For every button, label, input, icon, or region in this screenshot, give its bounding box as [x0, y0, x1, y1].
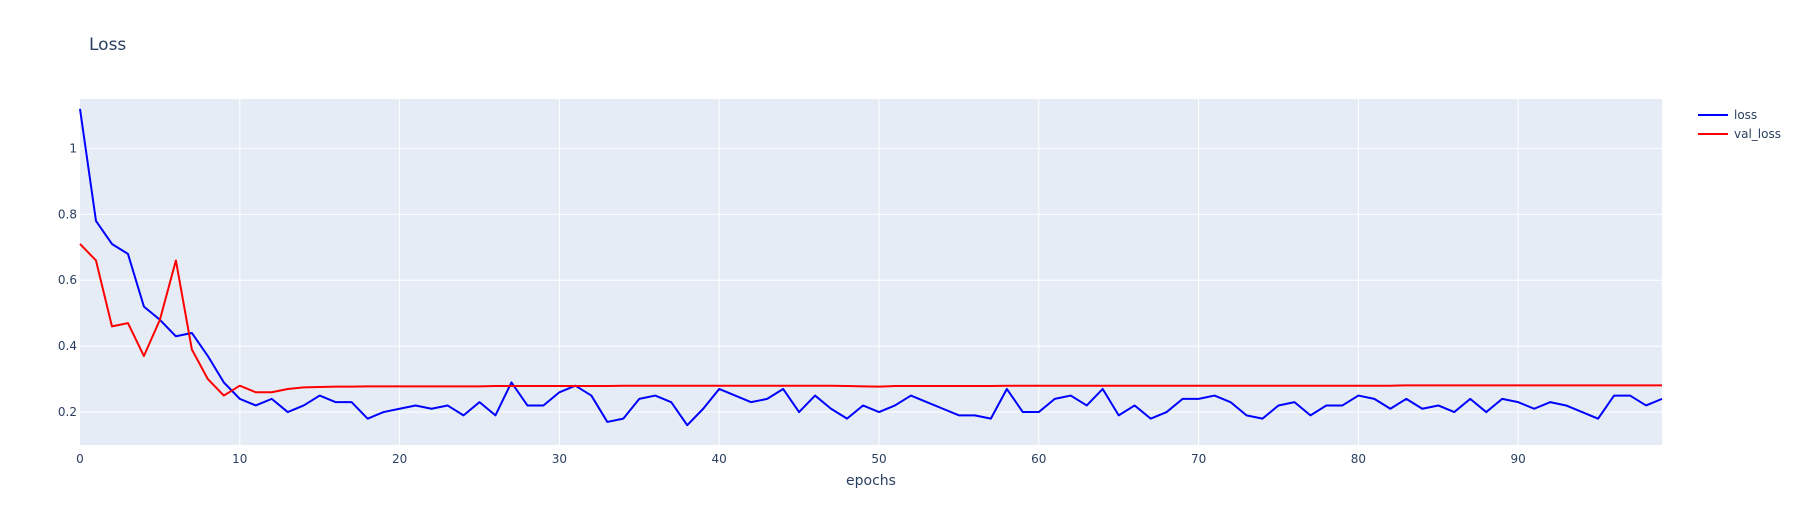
series-line-loss — [79, 108, 1663, 427]
x-tick-label: 10 — [232, 452, 247, 466]
x-tick-label: 60 — [1031, 452, 1046, 466]
grid-lines — [80, 99, 1662, 445]
y-tick-label: 0.8 — [58, 207, 77, 221]
x-tick-label: 30 — [552, 452, 567, 466]
series-line-val-loss — [79, 243, 1662, 397]
x-tick-label: 70 — [1191, 452, 1206, 466]
y-tick-label: 0.6 — [58, 273, 77, 287]
y-tick-label: 0.4 — [58, 339, 77, 353]
legend-item-loss[interactable]: loss — [1698, 108, 1757, 122]
plot-area — [80, 99, 1662, 445]
y-tick-label: 0.2 — [58, 405, 77, 419]
x-tick-label: 40 — [712, 452, 727, 466]
legend-label: val_loss — [1734, 127, 1781, 141]
legend[interactable]: loss val_loss — [1698, 108, 1781, 141]
legend-item-val-loss[interactable]: val_loss — [1698, 127, 1781, 141]
x-tick-label: 0 — [76, 452, 84, 466]
series-lines — [79, 108, 1663, 427]
x-tick-label: 80 — [1351, 452, 1366, 466]
y-tick-label: 1 — [69, 141, 77, 155]
x-tick-label: 50 — [871, 452, 886, 466]
x-tick-label: 20 — [392, 452, 407, 466]
axis-tick-labels: 0 10 20 30 40 50 60 70 80 90 0.2 0.4 0.6 0.8 1 — [58, 141, 1526, 466]
legend-label: loss — [1734, 108, 1757, 122]
chart-title: Loss — [89, 35, 126, 55]
x-axis-title: epochs — [846, 473, 896, 489]
x-tick-label: 90 — [1511, 452, 1526, 466]
